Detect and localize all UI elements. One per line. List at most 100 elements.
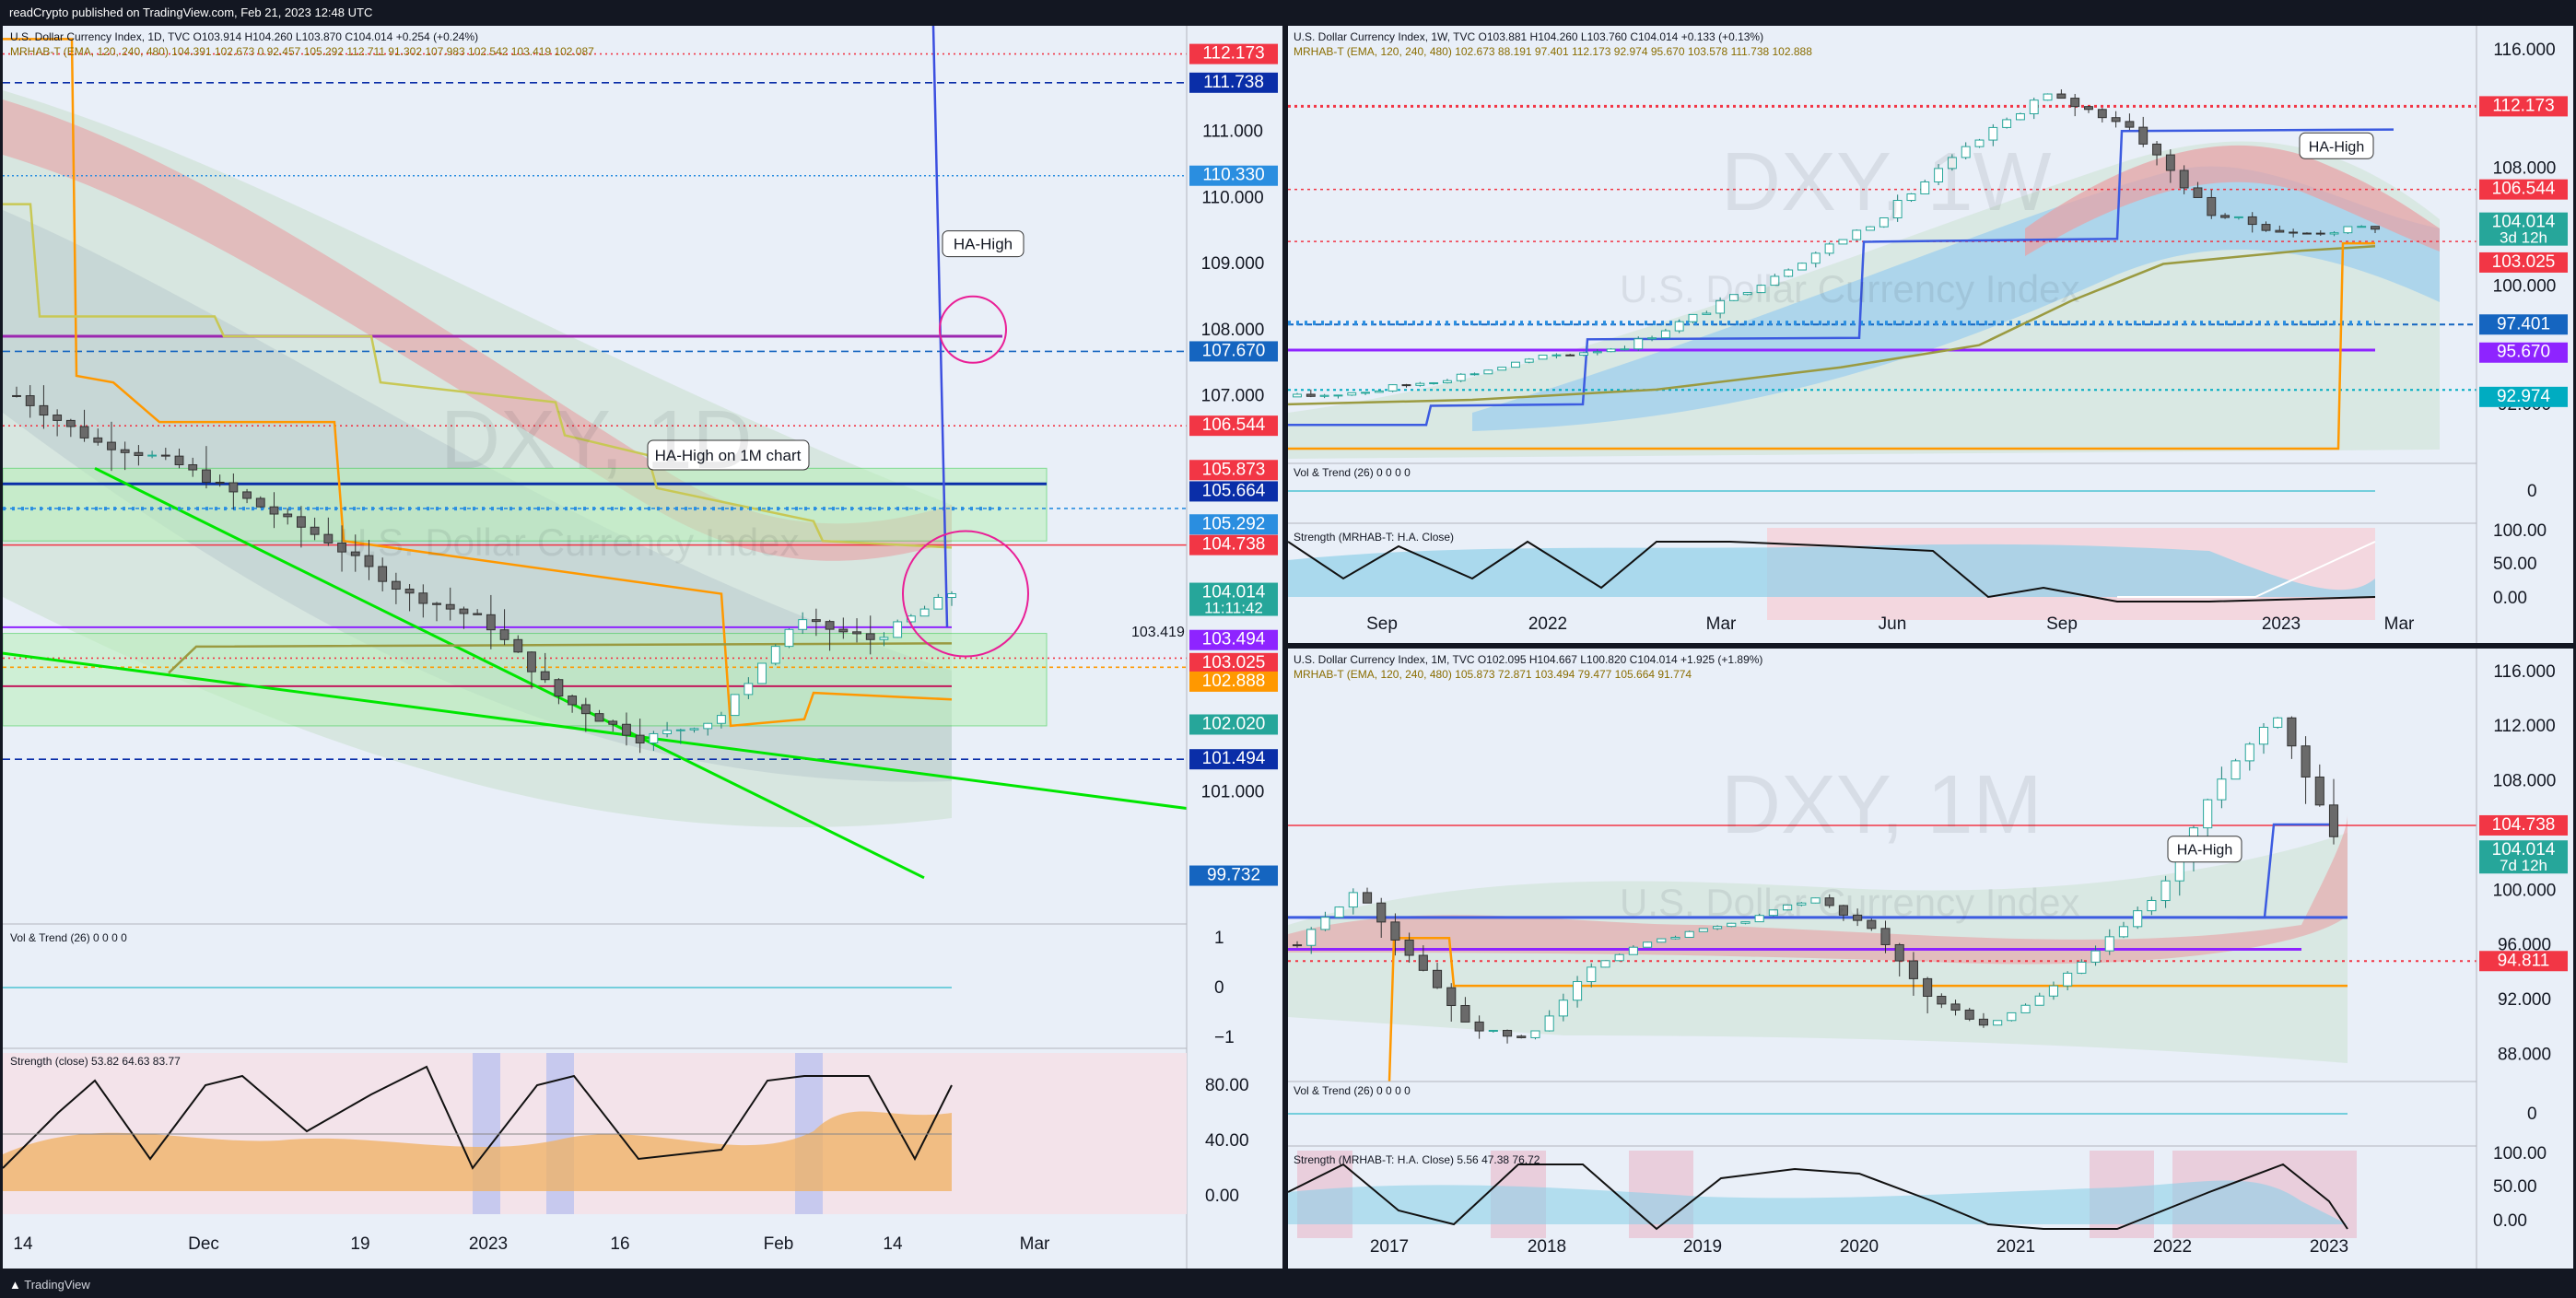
price-axis-tick: 107.000 bbox=[1201, 386, 1265, 405]
ema-red-band bbox=[2025, 145, 2440, 256]
monthly-candle bbox=[1853, 914, 1863, 921]
weekly-chart-svg[interactable]: HA-High DXY, 1W U.S. Dollar Currency Index… bbox=[1288, 26, 2573, 643]
strength-axis-tick: 50.00 bbox=[2493, 555, 2537, 574]
monthly-candle bbox=[1348, 892, 1358, 908]
daily-candle bbox=[675, 729, 685, 731]
monthly-candle bbox=[2133, 910, 2143, 928]
daily-candle bbox=[350, 551, 360, 556]
daily-candle bbox=[25, 395, 35, 406]
daily-candle bbox=[744, 683, 754, 696]
monthly-candle bbox=[2063, 972, 2073, 987]
daily-candle bbox=[310, 526, 320, 535]
daily-candle bbox=[107, 441, 116, 450]
monthly-chart-pane[interactable]: HA-High DXY, 1M U.S. Dollar Currency Index… bbox=[1288, 649, 2573, 1269]
daily-price-label-bg bbox=[1189, 671, 1278, 692]
weekly-candle bbox=[1947, 157, 1957, 170]
monthly-price-label-bg bbox=[2479, 814, 2568, 836]
footer-brand: TradingView bbox=[24, 1278, 90, 1292]
monthly-candle bbox=[2090, 950, 2101, 963]
daily-price-label-bg bbox=[1189, 714, 1278, 735]
orange-step-line bbox=[3, 38, 953, 728]
daily-price-label: 102.888 bbox=[1202, 672, 1266, 691]
monthly-candle bbox=[2048, 985, 2059, 997]
monthly-price-label-bg bbox=[2479, 951, 2568, 972]
blue-step-spike bbox=[2237, 823, 2329, 919]
weekly-candle bbox=[1920, 181, 1930, 194]
daily-price-label: 105.873 bbox=[1202, 460, 1266, 479]
monthly-candle bbox=[1390, 921, 1400, 941]
weekly-candle bbox=[2289, 231, 2299, 234]
daily-candle bbox=[337, 542, 346, 553]
monthly-candle bbox=[2273, 717, 2283, 728]
daily-candle bbox=[65, 419, 76, 427]
weekly-price-label: 104.014 bbox=[2492, 213, 2556, 232]
price-axis-tick: 110.000 bbox=[1201, 188, 1263, 207]
daily-candle bbox=[486, 614, 496, 631]
monthly-candle bbox=[1334, 906, 1344, 918]
monthly-candle bbox=[1810, 897, 1821, 904]
daily-candle bbox=[12, 394, 21, 397]
daily-candle bbox=[120, 449, 130, 453]
daily-candle bbox=[147, 454, 158, 457]
weekly-candle bbox=[2165, 154, 2175, 171]
weekly-candle bbox=[1756, 285, 1766, 294]
daily-candle bbox=[594, 713, 604, 722]
ha-high-callout-box bbox=[2299, 132, 2374, 159]
monthly-chart-svg[interactable]: HA-High DXY, 1M U.S. Dollar Currency Index… bbox=[1288, 649, 2573, 1269]
daily-candle bbox=[39, 404, 49, 416]
daily-candle bbox=[852, 631, 861, 635]
strength-axis-tick: 100.00 bbox=[2493, 521, 2547, 541]
daily-price-label-bg bbox=[1189, 341, 1278, 362]
weekly-candle bbox=[2179, 170, 2189, 189]
daily-candle bbox=[53, 415, 63, 421]
price-axis-tick: 100.000 bbox=[2493, 277, 2557, 297]
time-axis-tick: 2023 bbox=[2262, 614, 2301, 634]
price-axis-tick: 96.000 bbox=[2498, 936, 2551, 955]
weekly-candle bbox=[1961, 146, 1971, 158]
monthly-candle bbox=[1446, 987, 1457, 1007]
strength-area bbox=[3, 1111, 952, 1191]
legend-symbol: U.S. Dollar Currency Index, 1W, TVC O103… bbox=[1294, 30, 1763, 43]
olive-step-line bbox=[168, 642, 953, 674]
weekly-candle bbox=[1742, 292, 1752, 296]
weekly-candle bbox=[1660, 330, 1670, 339]
ha-high-callout-box bbox=[942, 230, 1025, 258]
weekly-candle bbox=[1347, 392, 1357, 396]
highlight-circle-top bbox=[939, 295, 1007, 364]
monthly-candle bbox=[1418, 954, 1428, 971]
daily-candle bbox=[513, 638, 523, 653]
monthly-candle bbox=[1587, 966, 1597, 983]
watermark-symbol: DXY, 1W bbox=[1721, 136, 2052, 228]
monthly-price-label-countdown: 7d 12h bbox=[2500, 857, 2547, 874]
weekly-price-label-bg bbox=[2479, 314, 2568, 335]
daily-candle bbox=[79, 426, 89, 439]
daily-candle bbox=[568, 696, 578, 706]
monthly-candle bbox=[1460, 1005, 1470, 1023]
monthly-price-label-bg bbox=[2479, 840, 2568, 874]
weekly-price-label-bg bbox=[2479, 342, 2568, 363]
monthly-candle bbox=[1306, 929, 1317, 946]
weekly-candle bbox=[1906, 193, 1916, 202]
weekly-candle bbox=[1620, 348, 1630, 351]
strength-label: Strength (MRHAB-T: H.A. Close) 5.56 47.3… bbox=[1294, 1153, 1540, 1166]
ha-high-callout-box bbox=[2167, 836, 2242, 863]
weekly-candle bbox=[1293, 393, 1302, 398]
daily-candle bbox=[893, 621, 903, 638]
daily-price-label: 105.292 bbox=[1202, 514, 1266, 533]
daily-candle bbox=[269, 506, 279, 515]
weekly-candle bbox=[1852, 229, 1862, 240]
daily-chart-pane[interactable]: HA-High HA-High on 1M chart DXY, 1D U.S. Do… bbox=[3, 26, 1282, 1269]
monthly-candle bbox=[2244, 743, 2254, 762]
time-axis-tick: Dec bbox=[188, 1234, 219, 1254]
weekly-chart-pane[interactable]: HA-High DXY, 1W U.S. Dollar Currency Index… bbox=[1288, 26, 2573, 643]
time-axis-tick: 2017 bbox=[1370, 1237, 1409, 1257]
vol-axis-tick: 1 bbox=[1214, 929, 1224, 948]
weekly-candle bbox=[1456, 373, 1466, 381]
weekly-candle bbox=[1429, 382, 1439, 385]
daily-candle bbox=[947, 592, 956, 599]
weekly-candle bbox=[1702, 312, 1712, 315]
weekly-candle bbox=[1401, 384, 1411, 387]
weekly-candle bbox=[2220, 215, 2231, 218]
weekly-candle bbox=[2015, 113, 2025, 121]
